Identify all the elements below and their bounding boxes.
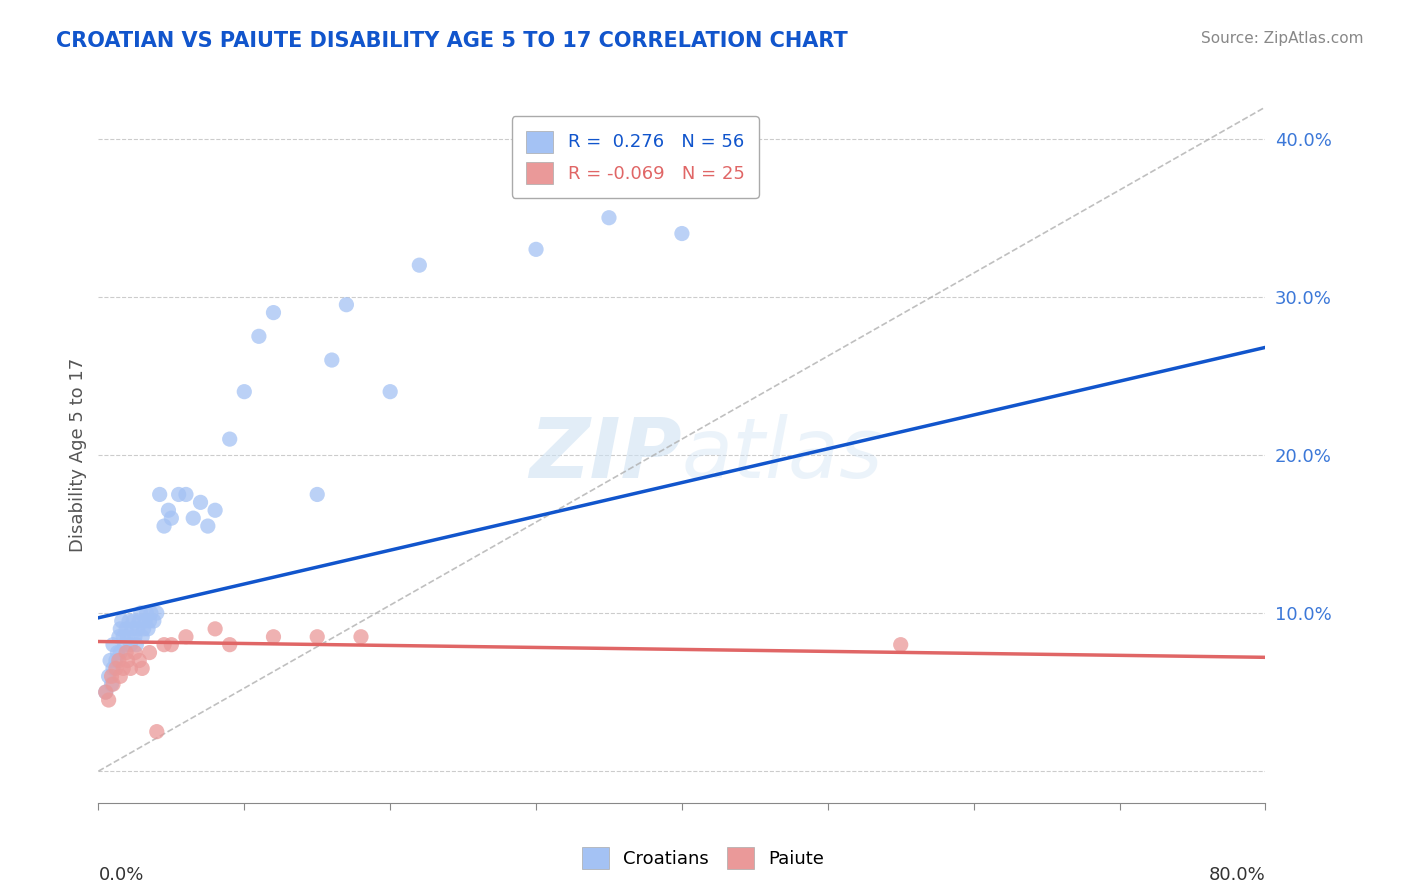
Point [262,630,284,644]
Point [157,503,180,517]
Text: 80.0%: 80.0% [1209,866,1265,884]
Point [111,614,134,628]
Point [204,503,226,517]
Point [97,693,120,707]
Point [110,669,132,683]
Point [321,353,343,368]
Text: CROATIAN VS PAIUTE DISABILITY AGE 5 TO 17 CORRELATION CHART: CROATIAN VS PAIUTE DISABILITY AGE 5 TO 1… [56,31,848,51]
Point [174,630,197,644]
Point [197,519,219,533]
Point [100,677,122,691]
Point [139,606,162,620]
Point [104,653,127,667]
Point [127,622,149,636]
Point [100,669,122,683]
Point [124,646,146,660]
Point [131,630,153,644]
Point [181,511,204,525]
Point [132,622,155,636]
Point [138,646,160,660]
Point [167,487,190,501]
Point [218,432,240,446]
Point [122,614,145,628]
Point [114,638,136,652]
Point [129,606,152,620]
Point [174,487,197,501]
Point [121,622,143,636]
Text: ZIP: ZIP [529,415,682,495]
Point [307,630,329,644]
Point [128,614,150,628]
Point [105,646,128,660]
Point [134,614,156,628]
Point [190,495,212,509]
Point [524,243,547,257]
Point [408,258,430,272]
Point [138,614,160,628]
Point [335,298,357,312]
Point [110,646,132,660]
Point [97,669,120,683]
Point [233,384,256,399]
Point [146,724,169,739]
Point [160,511,183,525]
Point [307,487,329,501]
Point [118,614,141,628]
Point [110,622,132,636]
Point [262,305,284,319]
Text: 0.0%: 0.0% [98,866,143,884]
Point [112,630,135,644]
Point [153,638,176,652]
Point [117,630,139,644]
Point [378,384,402,399]
Point [142,614,165,628]
Text: atlas: atlas [682,415,883,495]
Point [146,606,169,620]
Legend: R =  0.276   N = 56, R = -0.069   N = 25: R = 0.276 N = 56, R = -0.069 N = 25 [512,116,759,198]
Point [120,661,142,675]
Point [350,630,373,644]
Text: Source: ZipAtlas.com: Source: ZipAtlas.com [1201,31,1364,46]
Point [128,653,150,667]
Y-axis label: Disability Age 5 to 17: Disability Age 5 to 17 [69,358,87,552]
Point [108,653,131,667]
Point [153,519,176,533]
Point [204,622,226,636]
Point [890,638,912,652]
Point [108,630,131,644]
Point [101,638,124,652]
Point [136,622,159,636]
Point [94,685,117,699]
Point [124,630,146,644]
Point [120,638,142,652]
Point [135,606,157,620]
Point [125,638,148,652]
Point [104,661,127,675]
Point [131,661,153,675]
Point [247,329,270,343]
Point [98,653,121,667]
Point [115,622,138,636]
Point [101,677,124,691]
Point [149,487,172,501]
Legend: Croatians, Paiute: Croatians, Paiute [572,838,834,879]
Point [671,227,693,241]
Point [94,685,117,699]
Point [218,638,240,652]
Point [598,211,620,225]
Point [112,661,135,675]
Point [101,661,124,675]
Point [115,646,138,660]
Point [160,638,183,652]
Point [117,653,139,667]
